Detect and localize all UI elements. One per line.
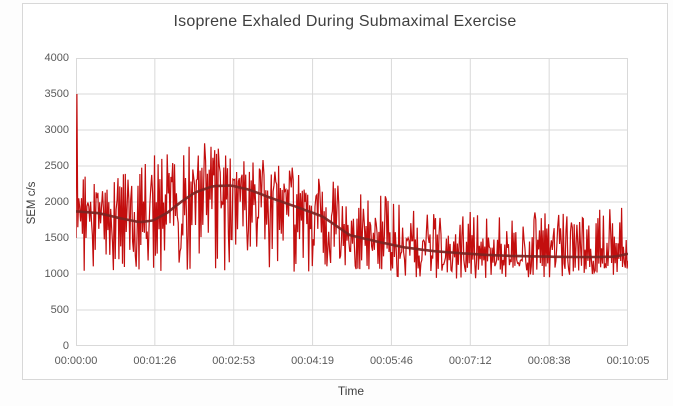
y-tick-label: 1500 [44,232,69,244]
trend-series-line [76,184,628,259]
y-tick-label: 1000 [44,268,69,280]
y-tick-label: 2000 [44,196,69,208]
x-tick-label: 00:08:38 [527,355,571,367]
x-tick-label: 00:04:19 [291,355,334,367]
y-tick-label: 2500 [44,160,69,172]
raw-series-line [76,93,628,279]
y-tick-label: 3500 [44,88,69,100]
x-tick-label: 00:07:12 [448,355,492,367]
x-tick-label: 00:00:00 [54,355,98,367]
x-axis-title: Time [337,384,365,398]
y-tick-label: 500 [50,304,69,316]
chart-title: Isoprene Exhaled During Submaximal Exerc… [173,13,517,30]
plot-area [76,58,628,346]
x-tick-label: 00:10:05 [606,355,650,367]
y-tick-label: 4000 [44,52,69,64]
y-tick-label: 0 [62,340,69,352]
x-tick-label: 00:02:53 [212,355,256,367]
x-tick-label: 00:05:46 [370,355,413,367]
chart-frame: Isoprene Exhaled During Submaximal Exerc… [22,3,668,380]
y-tick-label: 3000 [44,124,69,136]
x-tick-label: 00:01:26 [133,355,177,367]
